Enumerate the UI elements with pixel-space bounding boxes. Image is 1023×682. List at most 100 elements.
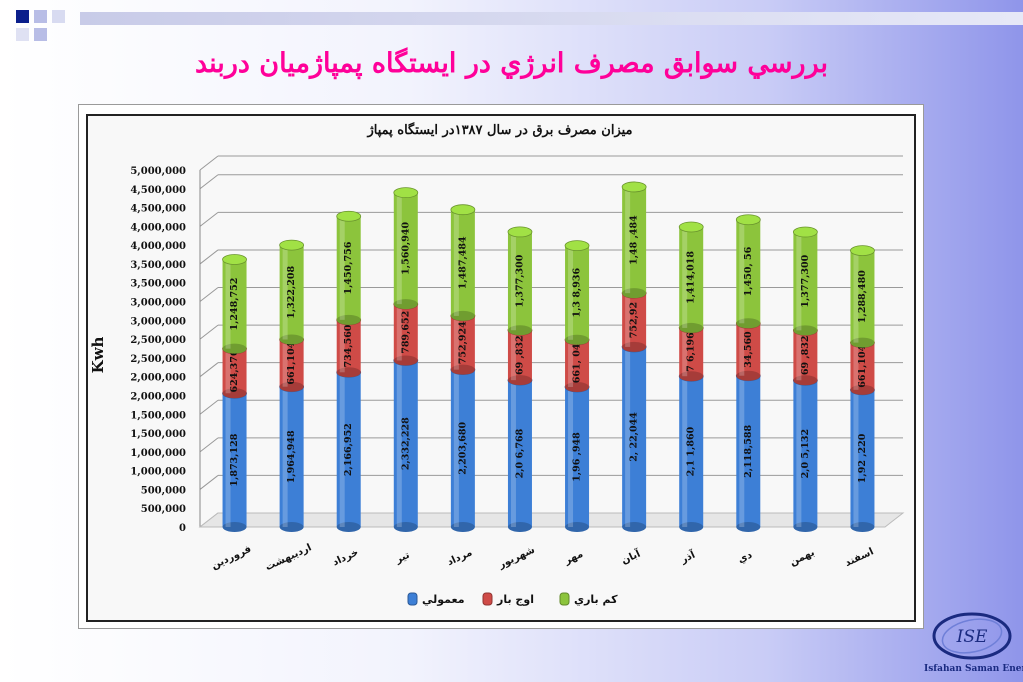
data-label: 1,48 ,484 [629, 215, 640, 265]
bar-highlight [682, 376, 688, 527]
bar-highlight [453, 209, 459, 316]
bar-highlight [396, 304, 402, 361]
bar-top [336, 210, 362, 222]
bar-highlight [282, 386, 288, 527]
bar-segment [678, 221, 704, 333]
data-label: 7 6,196 [686, 332, 697, 372]
data-label: 1,964,948 [286, 430, 297, 483]
bar-segment [279, 334, 305, 392]
data-label: 661,104 [857, 344, 868, 387]
x-tick-label: آبان [619, 547, 643, 567]
data-label: 69 ,832 [514, 335, 525, 375]
data-label: 752,924 [457, 321, 468, 364]
data-label: 1,3 8,936 [572, 268, 583, 318]
bar-body [622, 293, 647, 347]
y-tick-label: 1,500,000 [130, 429, 186, 440]
bar-highlight [739, 375, 745, 527]
bar-body [393, 360, 418, 527]
bar-highlight [453, 369, 459, 527]
grid-line-side [199, 287, 219, 302]
y-tick-label: 4,500,000 [130, 204, 186, 215]
x-tick-label: اسفند [843, 546, 875, 569]
y-tick-label: 0 [179, 523, 186, 534]
x-tick-label: فروردين [210, 544, 253, 572]
data-label: 1,92 ,220 [857, 433, 868, 483]
bar-body [793, 330, 818, 381]
bar-body [222, 393, 247, 527]
logo-mark: ISE [956, 627, 988, 647]
bar-base [222, 388, 247, 399]
data-label: 661, 04 [572, 343, 583, 383]
bar-segment [222, 254, 247, 354]
x-tick-label: دي [736, 550, 754, 566]
bar-top [850, 245, 875, 257]
bar-body [393, 304, 418, 361]
bar-body [336, 319, 361, 373]
decor-square [34, 28, 47, 41]
bar-highlight [568, 245, 574, 340]
bar-base [565, 381, 590, 392]
bar-body [679, 226, 704, 328]
bar-base [450, 364, 475, 375]
top-decor-bar [80, 12, 1023, 25]
data-label: 2,332,228 [400, 417, 411, 470]
x-tick-label: مرداد [446, 547, 474, 568]
ise-logo: ISE [932, 612, 1012, 660]
grid-line-side [199, 437, 219, 453]
data-label: 2,118,588 [743, 425, 754, 478]
bar-base [736, 370, 761, 381]
decor-square [34, 10, 47, 23]
bar-base [279, 381, 304, 392]
y-tick-label: 4,000,000 [130, 241, 186, 252]
bar-base [393, 522, 418, 532]
y-tick-label: 1,500,000 [130, 410, 186, 421]
bar-body [565, 339, 590, 387]
bar-body [222, 348, 247, 394]
bar-highlight [339, 372, 345, 527]
y-tick-label: 4,000,000 [130, 222, 186, 233]
bar-segment [507, 374, 533, 532]
y-axis-label: Kwh [89, 336, 107, 373]
data-label: 1,450, 56 [743, 246, 754, 296]
data-label: 1,560,940 [400, 222, 411, 275]
bar-base [450, 310, 475, 321]
legend-swatch [482, 592, 493, 606]
data-label: 1,487,484 [457, 236, 468, 289]
data-label: 1,414,018 [686, 251, 697, 304]
bar-highlight [739, 323, 745, 376]
bar-highlight [682, 226, 688, 328]
bar-highlight [853, 342, 859, 390]
bar-body [622, 346, 647, 527]
data-label: 1,322,208 [286, 265, 297, 318]
x-tick-label: مهر [562, 549, 585, 567]
data-label: 1,377,300 [514, 254, 525, 307]
data-label: 752,92 [629, 302, 640, 338]
bar-body [222, 259, 247, 349]
bar-body [450, 369, 475, 527]
y-tick-label: 2,000,000 [130, 373, 186, 384]
decor-square [52, 10, 65, 23]
bar-segment [621, 181, 647, 299]
bar-base [279, 522, 304, 532]
bar-highlight [796, 232, 802, 331]
data-label: 1,248,752 [229, 278, 240, 331]
bar-segment [222, 387, 247, 532]
bar-highlight [396, 360, 402, 527]
bar-body [622, 186, 647, 294]
decor-square [16, 10, 29, 23]
bar-segment [507, 226, 533, 336]
bar-highlight [225, 393, 231, 527]
data-label: 69 ,832 [800, 335, 811, 375]
bar-body [736, 219, 761, 324]
grid-line-side [199, 211, 219, 227]
bar-base [622, 288, 647, 299]
data-label: 1,873,128 [229, 433, 240, 486]
bar-top [450, 204, 476, 216]
bar-highlight [510, 231, 516, 331]
y-tick-label: 1,000,000 [130, 467, 186, 478]
bar-base [793, 522, 818, 532]
bar-top [792, 226, 818, 238]
legend-label: کم باري [574, 593, 618, 606]
x-tick-label: آذر [678, 548, 698, 566]
